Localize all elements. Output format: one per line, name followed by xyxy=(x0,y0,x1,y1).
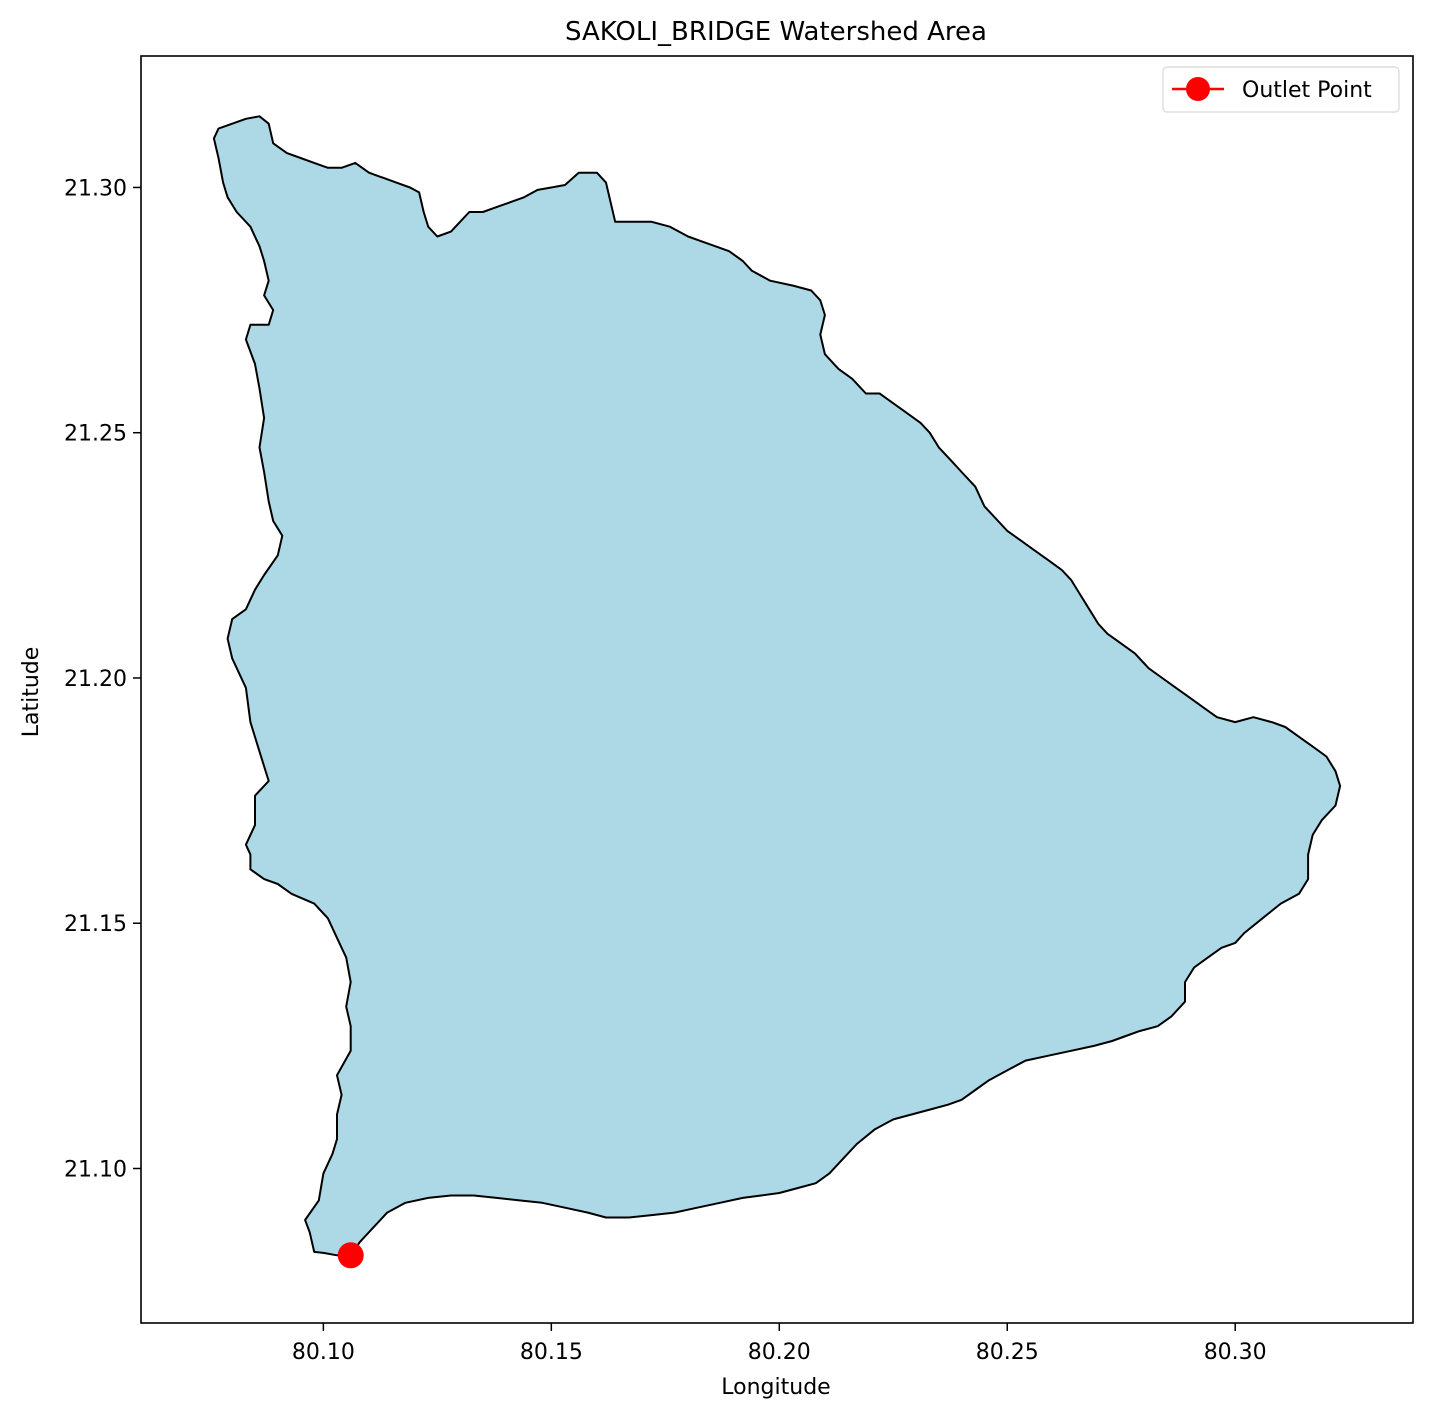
y-tick-label: 21.30 xyxy=(64,176,127,201)
legend-box xyxy=(1162,66,1400,113)
x-axis-ticks: 80.10 80.15 80.20 80.25 80.30 xyxy=(292,1323,1267,1365)
legend: Outlet Point xyxy=(1162,66,1400,113)
axes-frame xyxy=(140,55,1414,1324)
x-tick-label: 80.30 xyxy=(1204,1340,1267,1365)
y-tick-label: 21.20 xyxy=(64,667,127,692)
chart-title: SAKOLI_BRIDGE Watershed Area xyxy=(565,17,987,47)
outlet-point xyxy=(337,1242,364,1269)
plot-area xyxy=(212,115,1342,1269)
y-tick-label: 21.25 xyxy=(64,422,127,447)
watershed-polygon xyxy=(212,115,1342,1257)
x-tick-label: 80.10 xyxy=(292,1340,355,1365)
legend-marker-icon xyxy=(1186,77,1210,101)
y-tick-label: 21.15 xyxy=(64,912,127,937)
x-tick-label: 80.25 xyxy=(976,1340,1039,1365)
x-axis-label: Longitude xyxy=(721,1375,830,1400)
x-tick-label: 80.15 xyxy=(520,1340,583,1365)
y-tick-label: 21.10 xyxy=(64,1157,127,1182)
y-axis-ticks: 21.10 21.15 21.20 21.25 21.30 xyxy=(64,176,141,1182)
y-axis-label: Latitude xyxy=(19,647,44,738)
outlet-point-marker xyxy=(337,1242,364,1269)
x-tick-label: 80.20 xyxy=(748,1340,811,1365)
legend-label: Outlet Point xyxy=(1242,78,1372,103)
